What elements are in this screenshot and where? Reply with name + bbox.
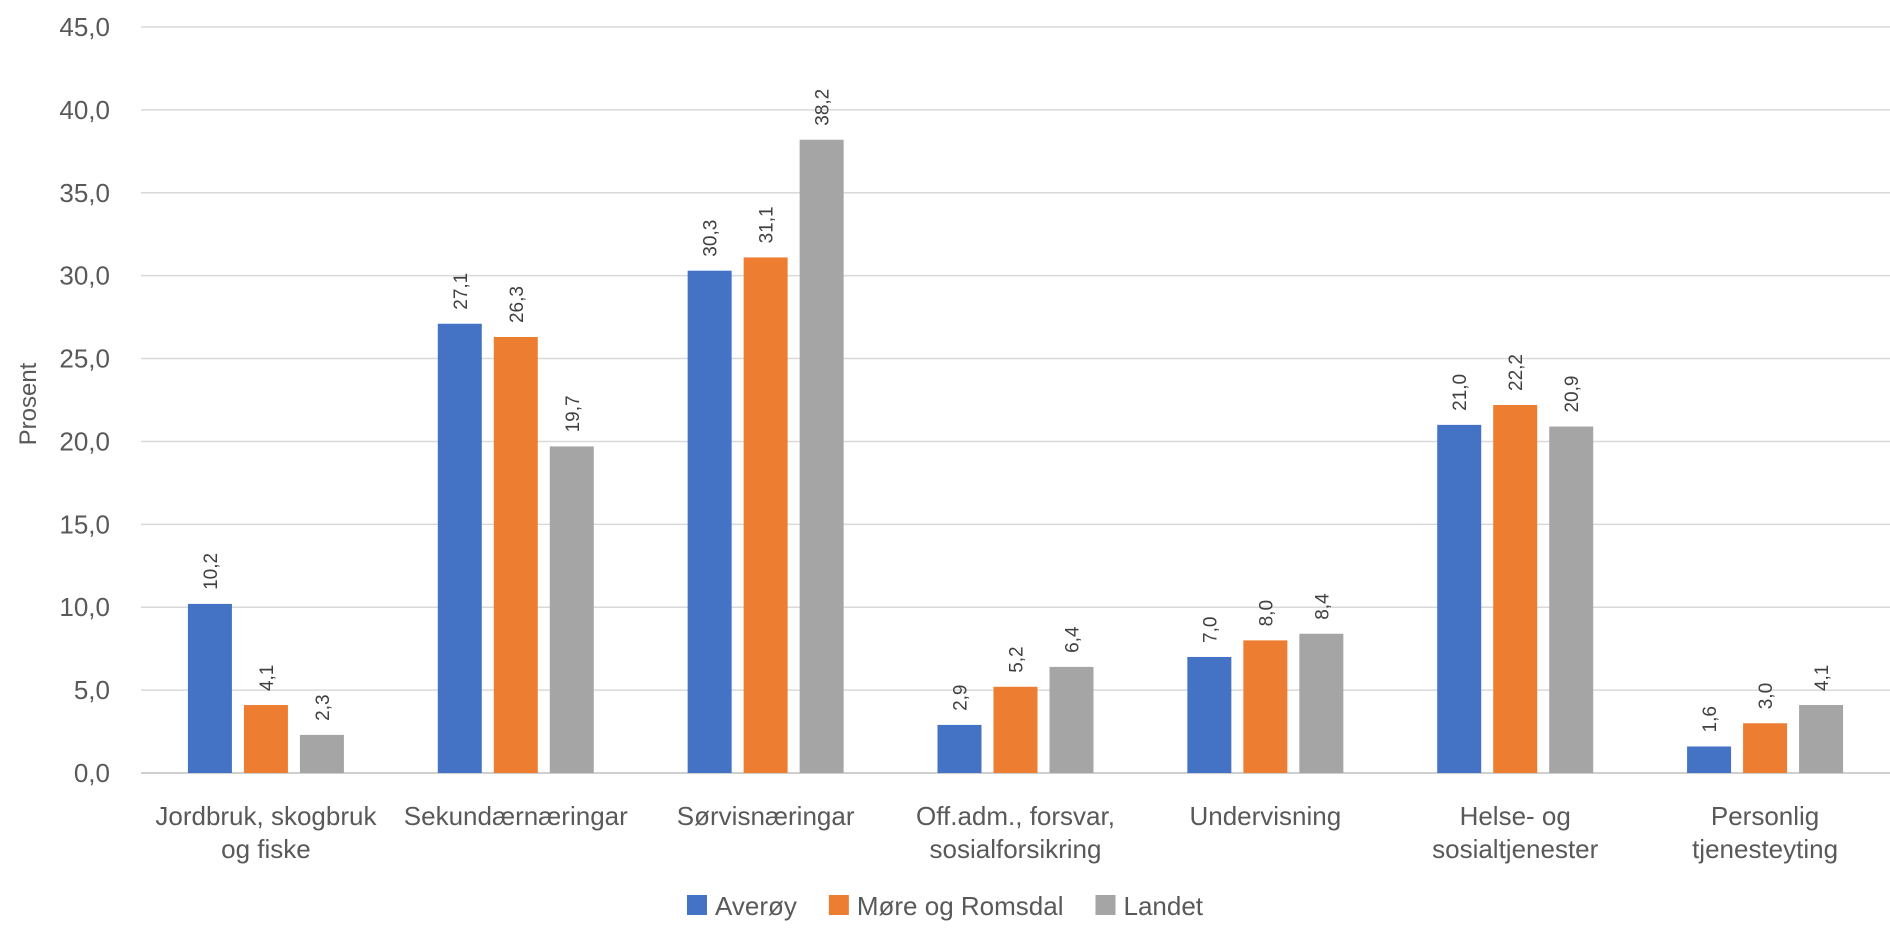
x-tick-label-line: sosialforsikring [930,834,1102,864]
y-tick-label: 10,0 [59,592,110,622]
bar [1243,640,1288,773]
x-tick-label: Sekundærnæringar [404,801,628,831]
bar [437,323,482,773]
bar [1299,633,1344,773]
legend: Averøy Møre og Romsdal Landet [686,891,1204,921]
bar [299,734,344,773]
x-tick-label: Off.adm., forsvar, sosialforsikring [916,801,1115,864]
x-tick-label-line: Jordbruk, skogbruk [155,801,377,831]
bar [243,705,288,773]
x-tick-label-line: Undervisning [1189,801,1341,831]
x-tick-label-line: Helse- og [1460,801,1571,831]
bar [799,139,844,773]
y-tick-label: 25,0 [59,344,110,374]
data-label: 4,1 [1812,665,1833,691]
x-tick-label: Helse- og sosialtjenester [1432,801,1599,864]
y-tick-label: 35,0 [59,178,110,208]
x-tick-label: Undervisning [1189,801,1341,831]
y-tick-label: 5,0 [74,675,110,705]
x-tick-label: Personlig tjenesteyting [1692,801,1838,864]
x-tick-label: Sørvisnæringar [677,801,855,831]
bars [187,139,1844,773]
x-tick-label-line: Personlig [1711,801,1819,831]
legend-label: Møre og Romsdal [857,891,1064,921]
y-tick-label: 40,0 [59,95,110,125]
legend-label: Averøy [715,891,797,921]
legend-swatch [1095,895,1116,915]
data-label: 26,3 [507,286,528,323]
data-label: 19,7 [563,395,584,432]
bar [549,446,594,773]
y-axis-ticks: 0,0 5,0 10,0 15,0 20,0 25,0 30,0 35,0 40,0 45,0 [59,12,110,788]
x-tick-label-line: Sekundærnæringar [404,801,628,831]
data-label: 5,2 [1007,646,1028,672]
data-label: 7,0 [1200,617,1221,643]
bar [1187,656,1232,773]
bar [1493,404,1538,773]
data-label: 3,0 [1756,683,1777,709]
data-label: 22,2 [1506,354,1527,391]
x-axis-ticks: Jordbruk, skogbruk og fiske Sekundærnæring… [155,801,1838,864]
data-label: 21,0 [1450,374,1471,411]
x-tick-label-line: tjenesteyting [1692,834,1838,864]
y-axis-title: Prosent [15,362,42,445]
legend-label: Landet [1123,891,1203,921]
gridlines [141,26,1890,774]
bar [937,724,982,773]
bar [993,686,1038,773]
y-tick-label: 15,0 [59,509,110,539]
x-tick-label-line: sosialtjenester [1432,834,1599,864]
bar [1743,723,1788,773]
legend-swatch [686,895,707,915]
x-tick-label: Jordbruk, skogbruk og fiske [155,801,377,864]
data-label: 6,4 [1063,626,1084,653]
data-label: 2,9 [951,685,972,711]
data-label: 20,9 [1562,376,1583,413]
bar [1799,705,1844,773]
bar [687,270,732,773]
legend-swatch [828,895,849,915]
data-label: 4,1 [257,665,278,691]
bar [493,337,538,773]
bar [1437,424,1482,773]
bar [1549,426,1594,773]
data-label: 1,6 [1700,706,1721,732]
data-label: 27,1 [451,273,472,310]
data-label: 8,0 [1256,600,1277,626]
data-label: 2,3 [313,694,334,720]
x-tick-label-line: Sørvisnæringar [677,801,855,831]
bar [1049,666,1094,773]
y-tick-label: 45,0 [59,12,110,42]
bar [743,257,788,773]
data-label: 30,3 [701,220,722,257]
data-label: 38,2 [813,89,834,126]
bar [1687,746,1732,773]
y-tick-label: 30,0 [59,261,110,291]
data-label: 8,4 [1312,593,1333,620]
data-label: 31,1 [757,206,778,243]
data-labels: 10,2 4,1 2,3 27,1 26,3 19,7 30,3 31,1 38,2 2,9 5,2… [201,89,1833,733]
data-label: 10,2 [201,553,222,590]
y-tick-label: 20,0 [59,426,110,456]
x-tick-label-line: Off.adm., forsvar, [916,801,1115,831]
x-tick-label-line: og fiske [221,834,311,864]
bar [187,603,232,773]
y-tick-label: 0,0 [74,758,110,788]
